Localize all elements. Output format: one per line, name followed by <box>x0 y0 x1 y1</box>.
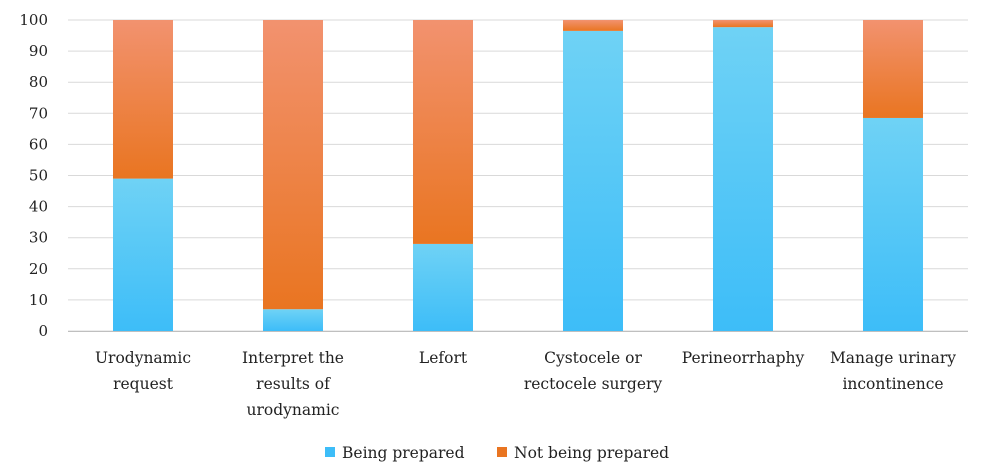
x-category-label: Urodynamic request <box>95 349 191 393</box>
bar-segment-being-prepared <box>713 27 773 331</box>
bar-segment-not-being-prepared <box>413 20 473 244</box>
legend-swatch <box>497 447 507 457</box>
bar-segment-being-prepared <box>263 309 323 331</box>
bars <box>113 20 923 331</box>
x-axis: Urodynamic request Interpret the results of… <box>68 331 968 419</box>
y-tick-label: 30 <box>29 229 48 247</box>
legend: Being prepared Not being prepared <box>325 444 669 462</box>
gridlines <box>68 19 968 332</box>
bar-segment-not-being-prepared <box>113 20 173 179</box>
bar-segment-not-being-prepared <box>713 20 773 28</box>
bar-segment-being-prepared <box>563 30 623 331</box>
y-tick-label: 90 <box>29 42 48 60</box>
bar-segment-not-being-prepared <box>263 20 323 310</box>
y-axis: 0 10 20 30 40 50 60 70 80 90 100 <box>19 11 48 340</box>
x-category-label: Interpret the results of urodynamic <box>242 349 344 419</box>
x-category-label: Perineorrhaphy <box>682 349 805 367</box>
y-tick-label: 60 <box>29 135 48 153</box>
y-tick-label: 40 <box>29 198 48 216</box>
bar-segment-being-prepared <box>413 243 473 331</box>
y-tick-label: 0 <box>38 322 48 340</box>
legend-label: Being prepared <box>342 444 465 462</box>
y-tick-label: 100 <box>19 11 48 29</box>
legend-swatch <box>325 447 335 457</box>
y-tick-label: 50 <box>29 167 48 185</box>
bar-segment-being-prepared <box>863 117 923 331</box>
bar-segment-not-being-prepared <box>863 20 923 118</box>
bar-segment-being-prepared <box>113 178 173 331</box>
y-tick-label: 10 <box>29 291 48 309</box>
x-category-label: Manage urinary incontinence <box>830 349 956 393</box>
y-tick-label: 70 <box>29 104 48 122</box>
x-category-label: Lefort <box>419 349 468 367</box>
x-category-label: Cystocele or rectocele surgery <box>524 349 663 393</box>
bar-segment-not-being-prepared <box>563 20 623 31</box>
legend-label: Not being prepared <box>514 444 669 462</box>
y-tick-label: 80 <box>29 73 48 91</box>
y-tick-label: 20 <box>29 260 48 278</box>
